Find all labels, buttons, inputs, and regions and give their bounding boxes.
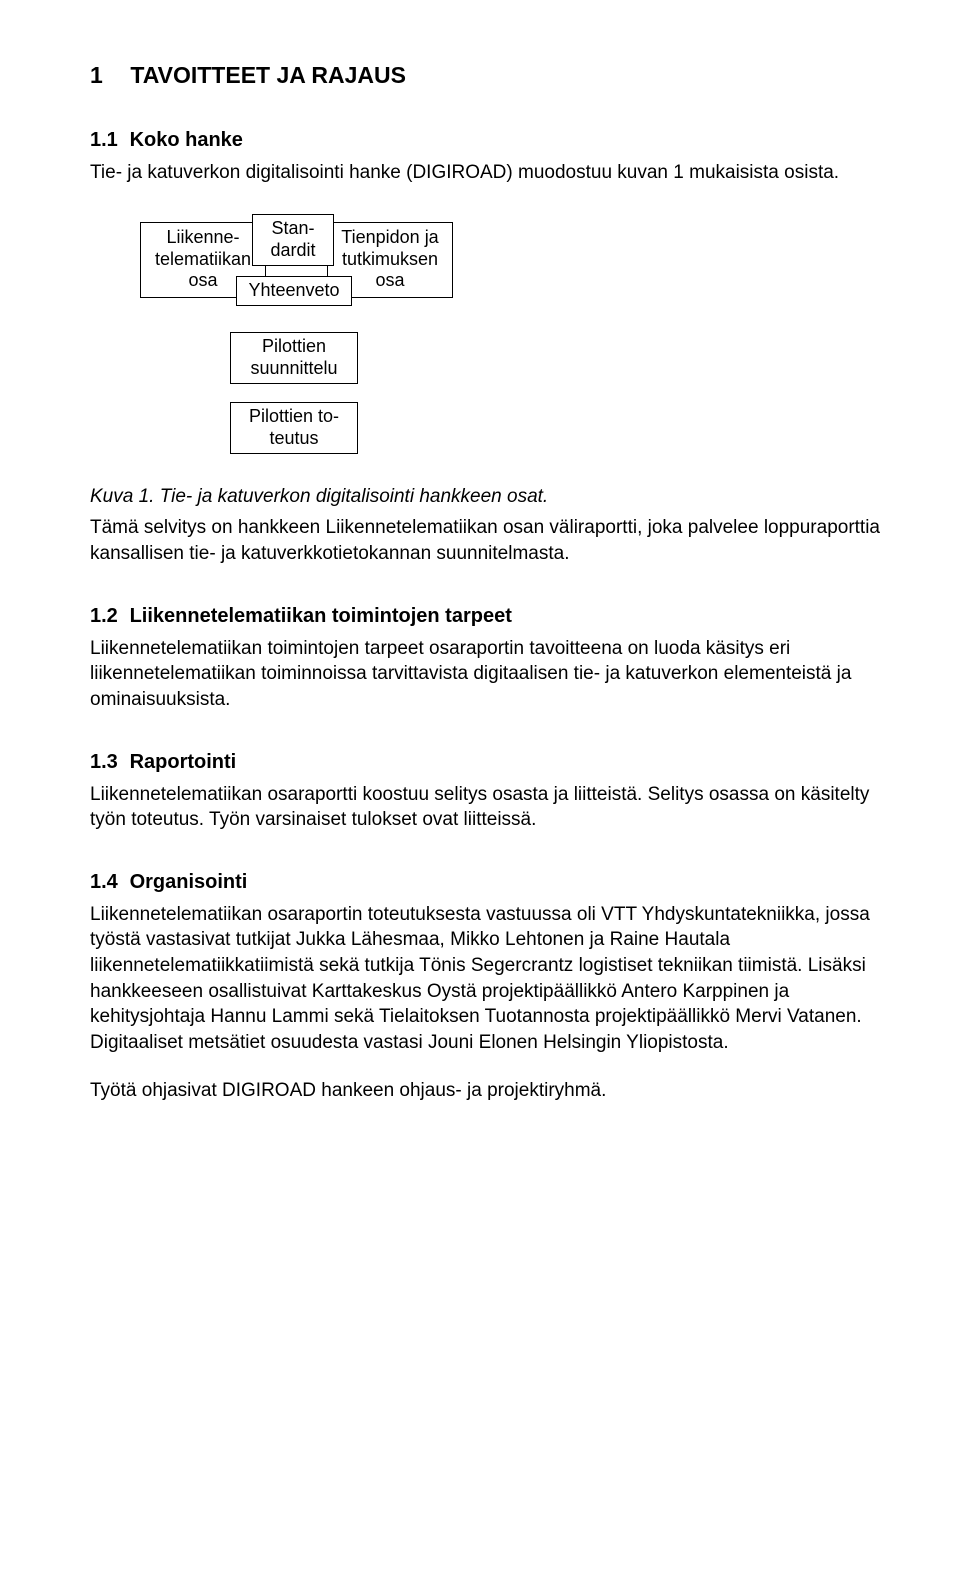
- subsection-heading-1-4: 1.4 Organisointi: [90, 869, 890, 896]
- subsection-title: Raportointi: [130, 751, 237, 773]
- subsection-title: Koko hanke: [130, 129, 243, 151]
- paragraph-1-4-a: Liikennetelematiikan osaraportin toteutu…: [90, 902, 890, 1056]
- section-number: 1: [90, 60, 124, 91]
- box-line: Pilottien: [262, 336, 326, 358]
- subsection-heading-1-3: 1.3 Raportointi: [90, 749, 890, 776]
- subsection-title: Liikennetelematiikan toimintojen tarpeet: [130, 605, 512, 627]
- box-line: Yhteenveto: [248, 280, 339, 302]
- subsection-number: 1.3: [90, 749, 124, 776]
- box-line: teutus: [269, 428, 318, 450]
- box-line: dardit: [270, 240, 315, 262]
- box-line: osa: [375, 270, 404, 292]
- paragraph-1-2: Liikennetelematiikan toimintojen tarpeet…: [90, 636, 890, 713]
- paragraph-1-4-b: Työtä ohjasivat DIGIROAD hankeen ohjaus-…: [90, 1078, 890, 1104]
- box-line: Pilottien to-: [249, 406, 339, 428]
- section-title: TAVOITTEET JA RAJAUS: [130, 62, 406, 88]
- subsection-heading-1-1: 1.1 Koko hanke: [90, 127, 890, 154]
- box-line: Stan-: [271, 218, 314, 240]
- paragraph-1-3: Liikennetelematiikan osaraportti koostuu…: [90, 782, 890, 833]
- diagram-kuva-1: Liikenne- telematiikan osa Stan- dardit …: [140, 214, 890, 464]
- box-line: Tienpidon ja: [341, 227, 438, 249]
- diagram-row-bottom: Pilottien to- teutus: [140, 402, 890, 464]
- box-line: Liikenne-: [166, 227, 239, 249]
- figure-caption: Kuva 1. Tie- ja katuverkon digitalisoint…: [90, 484, 890, 510]
- box-line: telematiikan: [155, 249, 251, 271]
- diagram-box-pilottien-suunnittelu: Pilottien suunnittelu: [230, 332, 358, 384]
- paragraph-kuva1: Tämä selvitys on hankkeen Liikennetelema…: [90, 515, 890, 566]
- box-line: osa: [188, 270, 217, 292]
- diagram-box-yhteenveto: Yhteenveto: [236, 276, 352, 306]
- subsection-heading-1-2: 1.2 Liikennetelematiikan toimintojen tar…: [90, 603, 890, 630]
- subsection-title: Organisointi: [130, 871, 248, 893]
- subsection-number: 1.4: [90, 869, 124, 896]
- section-heading-1: 1 TAVOITTEET JA RAJAUS: [90, 60, 890, 91]
- diagram-box-pilottien-toteutus: Pilottien to- teutus: [230, 402, 358, 454]
- diagram-row-middle: Pilottien suunnittelu: [140, 332, 890, 398]
- box-line: suunnittelu: [250, 358, 337, 380]
- subsection-number: 1.2: [90, 603, 124, 630]
- subsection-number: 1.1: [90, 127, 124, 154]
- paragraph-1-1: Tie- ja katuverkon digitalisointi hanke …: [90, 160, 890, 186]
- diagram-box-standardit: Stan- dardit: [252, 214, 334, 266]
- box-line: tutkimuksen: [342, 249, 438, 271]
- diagram-row-top: Liikenne- telematiikan osa Stan- dardit …: [140, 214, 890, 306]
